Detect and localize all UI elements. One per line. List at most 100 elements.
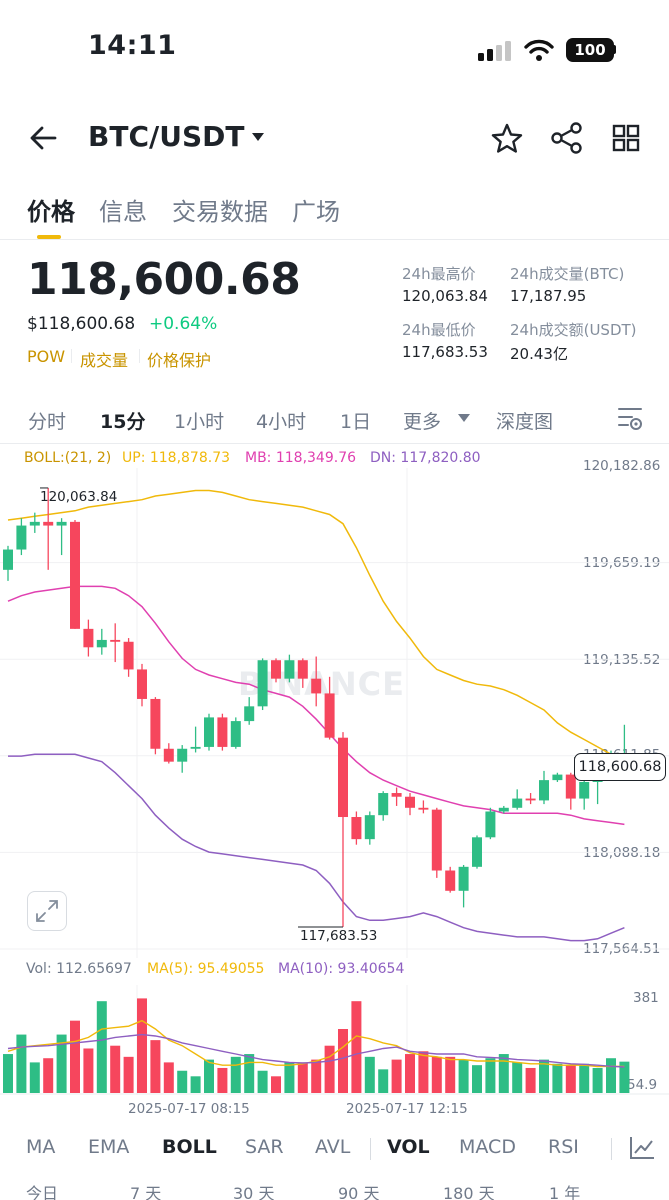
price-usd: $118,600.68 xyxy=(27,314,136,334)
candle-body xyxy=(297,660,308,679)
time-axis-label: 2025-07-17 08:15 xyxy=(128,1101,250,1117)
indicator-vol[interactable]: VOL xyxy=(387,1136,430,1158)
indicator-settings-icon[interactable] xyxy=(628,1135,656,1161)
volume-bar xyxy=(297,1062,308,1093)
indicator-rsi[interactable]: RSI xyxy=(548,1136,579,1158)
candle-body xyxy=(217,717,228,747)
indicator-avl[interactable]: AVL xyxy=(315,1136,351,1158)
candle-body xyxy=(83,628,94,648)
tag-separator xyxy=(71,349,72,363)
indicator-sar[interactable]: SAR xyxy=(245,1136,284,1158)
candle-body xyxy=(579,781,590,799)
candle-body xyxy=(150,698,161,749)
stat-low-value: 117,683.53 xyxy=(402,343,488,361)
intervals-divider xyxy=(0,443,669,444)
boll-params: BOLL:(21, 2) xyxy=(24,450,112,466)
candle-body xyxy=(351,817,362,840)
volume-bar xyxy=(525,1067,536,1093)
candle-body xyxy=(137,669,147,699)
range-180d[interactable]: 180 天 xyxy=(443,1184,495,1200)
volume-chart[interactable] xyxy=(0,985,669,1095)
volume-bar xyxy=(3,1054,13,1093)
range-7d[interactable]: 7 天 xyxy=(130,1184,162,1200)
candle-body xyxy=(498,807,509,812)
interval-1d[interactable]: 1日 xyxy=(340,411,372,433)
price-axis-label: 118,088.18 xyxy=(583,845,661,861)
indicator-boll[interactable]: BOLL xyxy=(162,1136,217,1158)
volume-bar xyxy=(606,1058,616,1093)
indicator-macd[interactable]: MACD xyxy=(459,1136,516,1158)
interval-depth[interactable]: 深度图 xyxy=(496,411,554,433)
range-90d[interactable]: 90 天 xyxy=(338,1184,380,1200)
tab-trading-data[interactable]: 交易数据 xyxy=(172,198,268,226)
tab-info[interactable]: 信息 xyxy=(99,198,147,226)
candle-body xyxy=(257,660,268,707)
candle-body xyxy=(485,811,496,838)
range-30d[interactable]: 30 天 xyxy=(233,1184,275,1200)
interval-1h[interactable]: 1小时 xyxy=(174,411,225,433)
candle-body xyxy=(110,639,121,642)
indicator-ma[interactable]: MA xyxy=(26,1136,56,1158)
candle-body xyxy=(364,815,375,840)
tab-square[interactable]: 广场 xyxy=(292,198,340,226)
interval-15m[interactable]: 15分 xyxy=(100,411,146,433)
volume-bar xyxy=(512,1062,523,1093)
volume-bar xyxy=(431,1056,442,1093)
share-icon[interactable] xyxy=(550,122,584,154)
volume-bar xyxy=(70,1020,80,1093)
price-change: +0.64% xyxy=(149,314,218,334)
chevron-down-icon[interactable] xyxy=(250,130,266,144)
stat-vol-btc-label: 24h成交量(BTC) xyxy=(510,265,625,283)
volume-bar xyxy=(552,1063,563,1093)
star-icon[interactable] xyxy=(490,122,524,154)
candle-body xyxy=(512,798,523,808)
volume-bar xyxy=(83,1048,94,1093)
interval-4h[interactable]: 4小时 xyxy=(256,411,307,433)
boll-lower-line xyxy=(8,753,625,942)
stat-low-label: 24h最低价 xyxy=(402,321,476,339)
candle-body xyxy=(338,737,348,818)
tab-price[interactable]: 价格 xyxy=(27,198,75,226)
candlestick-chart[interactable] xyxy=(0,468,669,958)
boll-dn-value: DN: 117,820.80 xyxy=(370,450,481,466)
volume-axis-max: 381 xyxy=(633,990,659,1006)
stat-vol-btc-value: 17,187.95 xyxy=(510,287,587,305)
back-arrow-icon[interactable] xyxy=(28,124,58,152)
volume-bar xyxy=(230,1056,241,1093)
volume-bar xyxy=(43,1058,54,1093)
interval-more[interactable]: 更多 xyxy=(403,411,442,433)
price-axis-label: 119,135.52 xyxy=(583,652,661,668)
pair-title[interactable]: BTC/USDT xyxy=(88,120,245,153)
grid-icon[interactable] xyxy=(612,124,640,152)
volume-bar xyxy=(163,1062,174,1093)
volume-bar xyxy=(257,1070,268,1093)
candle-body xyxy=(177,748,188,762)
chart-settings-icon[interactable] xyxy=(616,404,644,432)
candle-body xyxy=(324,693,335,738)
range-today[interactable]: 今日 xyxy=(26,1184,59,1200)
time-axis-label: 2025-07-17 12:15 xyxy=(346,1101,468,1117)
volume-bar xyxy=(56,1034,67,1093)
fullscreen-button[interactable] xyxy=(27,891,67,931)
tag-pow[interactable]: POW xyxy=(27,347,66,366)
more-chevron-icon[interactable] xyxy=(457,412,471,424)
range-1y[interactable]: 1 年 xyxy=(549,1184,581,1200)
indicator-separator xyxy=(611,1138,612,1160)
tag-volume[interactable]: 成交量 xyxy=(80,351,129,370)
volume-bar xyxy=(123,1056,134,1093)
candle-body xyxy=(70,521,80,629)
price-axis-label: 120,182.86 xyxy=(583,458,661,474)
candle-body xyxy=(552,774,563,781)
volume-bar xyxy=(619,1061,630,1093)
candle-body xyxy=(16,525,27,550)
tag-price-protection[interactable]: 价格保护 xyxy=(147,351,212,370)
boll-upper-line xyxy=(7,489,625,759)
indicator-ema[interactable]: EMA xyxy=(88,1136,130,1158)
candle-body xyxy=(431,809,442,871)
interval-timeline[interactable]: 分时 xyxy=(28,411,67,433)
cellular-signal-icon xyxy=(478,41,511,61)
battery-tip xyxy=(613,45,616,54)
volume-axis-min: 54.9 xyxy=(627,1077,658,1093)
candle-body xyxy=(445,870,456,891)
volume-bar xyxy=(539,1059,549,1093)
